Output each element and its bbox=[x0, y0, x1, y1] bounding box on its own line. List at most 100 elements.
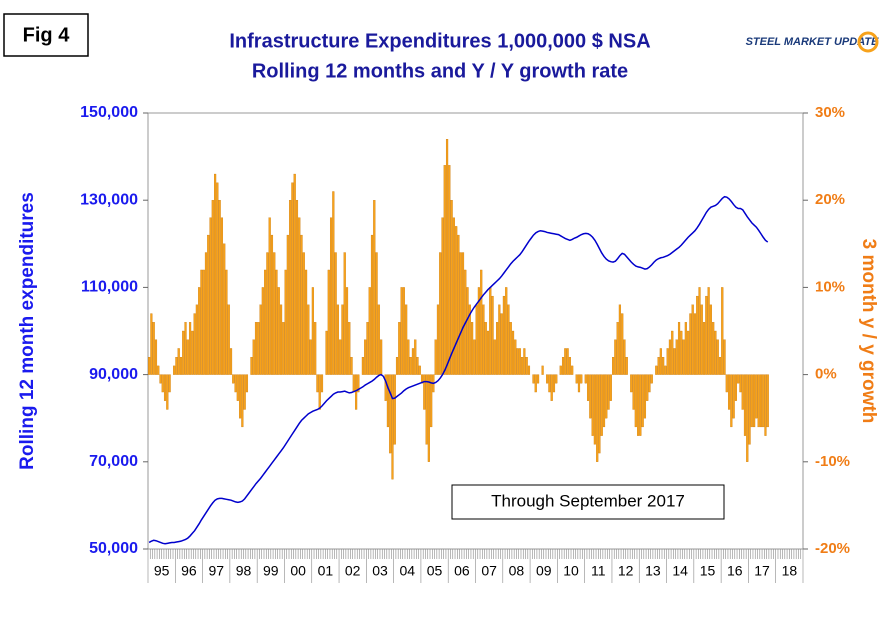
bar bbox=[518, 348, 521, 375]
bar bbox=[252, 339, 255, 375]
bar bbox=[641, 374, 644, 428]
bar bbox=[639, 374, 642, 436]
bar bbox=[507, 304, 510, 375]
bar bbox=[207, 234, 210, 375]
bar bbox=[525, 357, 528, 375]
bar bbox=[602, 374, 606, 428]
bar bbox=[166, 374, 169, 410]
bar bbox=[148, 357, 151, 375]
bar bbox=[707, 287, 710, 375]
bar bbox=[389, 374, 392, 454]
bar bbox=[343, 252, 346, 375]
bar bbox=[216, 182, 219, 375]
bar bbox=[659, 348, 662, 375]
bar bbox=[254, 322, 258, 375]
bar bbox=[293, 173, 296, 375]
bar bbox=[709, 304, 712, 375]
bar bbox=[314, 322, 317, 375]
bar bbox=[448, 165, 451, 375]
bar bbox=[591, 374, 594, 436]
bar bbox=[270, 234, 274, 375]
bar bbox=[598, 374, 601, 454]
bar bbox=[434, 339, 437, 375]
bar bbox=[505, 287, 508, 375]
bar bbox=[277, 287, 280, 375]
bar bbox=[468, 304, 471, 375]
bar bbox=[250, 357, 253, 375]
bar bbox=[664, 365, 667, 375]
bar bbox=[177, 348, 180, 375]
bar bbox=[423, 374, 426, 410]
bar bbox=[150, 313, 153, 375]
bar bbox=[236, 374, 239, 401]
bar bbox=[723, 339, 726, 375]
bar bbox=[355, 374, 358, 410]
bar bbox=[730, 374, 733, 428]
bar bbox=[175, 357, 178, 375]
bar bbox=[759, 374, 763, 428]
bar bbox=[648, 374, 651, 393]
x-tick-label: 95 bbox=[154, 563, 170, 579]
bar bbox=[716, 339, 719, 375]
bar bbox=[673, 348, 676, 375]
bar bbox=[607, 374, 610, 410]
bar bbox=[523, 348, 526, 375]
bar bbox=[380, 339, 383, 375]
bar bbox=[325, 330, 328, 375]
bar bbox=[459, 252, 462, 375]
bar bbox=[350, 357, 353, 375]
bar bbox=[566, 348, 569, 375]
bar bbox=[700, 304, 703, 375]
x-tick-label: 97 bbox=[208, 563, 224, 579]
bar bbox=[571, 365, 574, 375]
bar bbox=[198, 287, 201, 375]
bar bbox=[498, 304, 501, 375]
bar bbox=[532, 374, 535, 384]
bar bbox=[671, 330, 674, 375]
bar bbox=[204, 252, 208, 375]
bar bbox=[266, 252, 269, 375]
bar bbox=[409, 357, 412, 375]
bar bbox=[418, 365, 421, 375]
bar bbox=[275, 269, 278, 375]
bar bbox=[441, 217, 444, 375]
bar bbox=[657, 357, 660, 375]
bar bbox=[218, 200, 221, 375]
bar bbox=[455, 226, 458, 375]
bar bbox=[345, 287, 349, 375]
x-tick-label: 98 bbox=[236, 563, 252, 579]
bar bbox=[245, 374, 249, 393]
bar bbox=[559, 365, 562, 375]
x-tick-label: 01 bbox=[318, 563, 334, 579]
bar bbox=[668, 339, 672, 375]
bar bbox=[384, 374, 387, 401]
bar bbox=[634, 374, 637, 428]
bar bbox=[425, 374, 428, 445]
bar bbox=[368, 287, 371, 375]
bar bbox=[680, 330, 683, 375]
bar bbox=[291, 182, 294, 375]
bar bbox=[687, 330, 690, 375]
bar bbox=[311, 287, 314, 375]
bar bbox=[173, 365, 176, 375]
y-tick-label: 110,000 bbox=[81, 279, 138, 296]
bar bbox=[430, 374, 433, 428]
bar bbox=[734, 374, 737, 401]
bar bbox=[295, 200, 299, 375]
bar bbox=[188, 322, 192, 375]
bar bbox=[157, 365, 160, 375]
bar bbox=[698, 287, 701, 375]
bar bbox=[552, 374, 556, 393]
bar bbox=[516, 348, 519, 375]
logo-mark bbox=[857, 31, 879, 53]
y2-tick-label: 20% bbox=[815, 191, 845, 208]
bar bbox=[370, 234, 374, 375]
bar bbox=[589, 374, 592, 419]
bar bbox=[286, 234, 289, 375]
bar bbox=[184, 322, 187, 375]
y2-tick-label: 0% bbox=[815, 366, 837, 383]
bar bbox=[475, 304, 478, 375]
bar bbox=[753, 374, 756, 428]
x-tick-label: 00 bbox=[290, 563, 306, 579]
